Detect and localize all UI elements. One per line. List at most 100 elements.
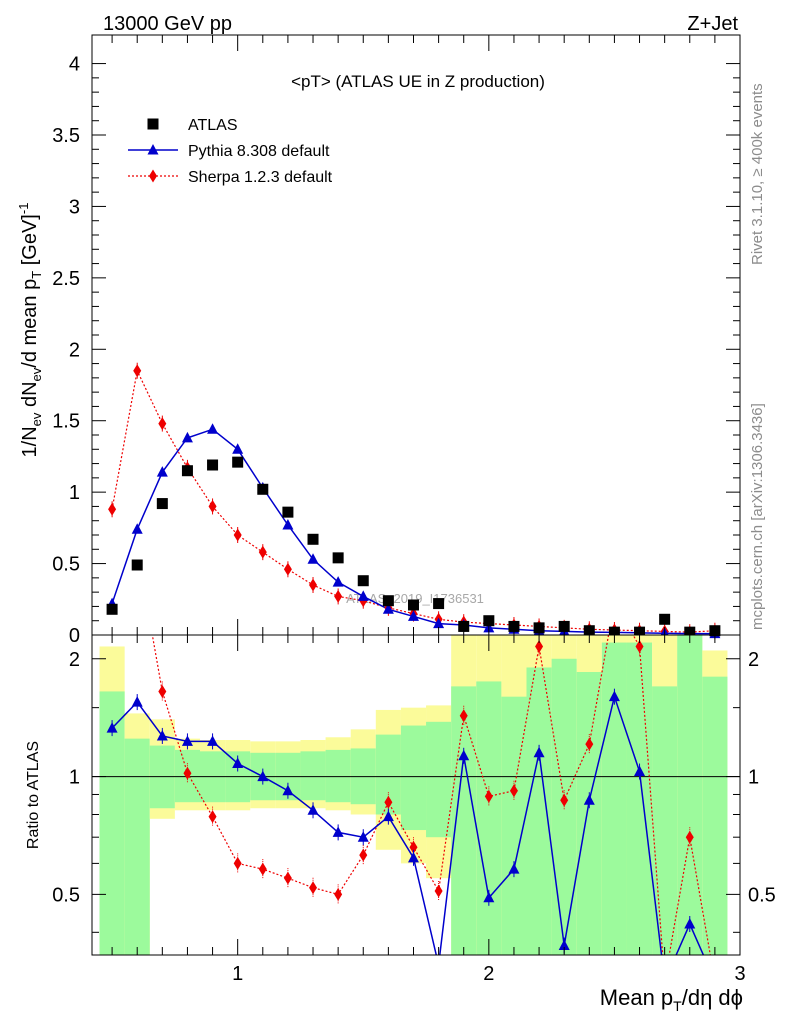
ratio-point-sherpa [560, 793, 569, 807]
atlas-point [156, 498, 168, 510]
atlas-point [659, 613, 671, 625]
atlas-point [307, 533, 319, 545]
header-right: Z+Jet [687, 13, 738, 35]
ratio-point-sherpa [309, 881, 318, 895]
pythia-point [357, 590, 369, 601]
atlas-point [106, 603, 118, 615]
y-tick-label-main: 4 [69, 54, 80, 76]
atlas-point [508, 620, 520, 632]
sherpa-point [208, 499, 217, 513]
y-axis-label-main: 1/Nev dNev/d mean pT [GeV]-1 [16, 203, 44, 458]
uncertainty-band-inner [426, 721, 452, 838]
uncertainty-band-inner [526, 667, 552, 955]
uncertainty-band-inner [476, 681, 502, 955]
side-text-bottom: mcplots.cern.ch [arXiv:1306.3436] [749, 403, 766, 630]
ratio-point-pythia [483, 891, 495, 903]
ratio-point-sherpa [409, 840, 418, 854]
ratio-plot-panel: 0.5 0.5 1 1 2 2 1 2 3 Ratio to ATLAS Mean pT/dη … [25, 634, 776, 1014]
legend-label: Sherpa 1.2.3 default [188, 169, 333, 186]
ratio-point-sherpa [208, 810, 217, 824]
y-tick-label-main: 2 [69, 339, 80, 361]
ratio-point-pythia [131, 696, 143, 707]
ratio-point-pythia [232, 757, 244, 768]
pythia-point [433, 617, 445, 629]
y-tick-label-ratio: 1 [69, 767, 80, 789]
ratio-point-pythia [307, 804, 319, 815]
ratio-point-sherpa [384, 795, 393, 809]
ratio-point-sherpa [585, 737, 594, 751]
ratio-point-pythia [508, 863, 520, 874]
x-axis-label: Mean pT/dη dϕ [600, 985, 743, 1014]
legend-marker-pythia [147, 144, 159, 155]
atlas-point [131, 559, 143, 571]
uncertainty-band-inner [124, 738, 150, 955]
main-plot-title: <pT> (ATLAS UE in Z production) [291, 72, 545, 91]
atlas-point [458, 620, 470, 632]
uncertainty-band-inner [400, 725, 427, 831]
ratio-point-pythia [608, 690, 620, 702]
ratio-point-sherpa [484, 789, 493, 803]
ratio-point-pythia [207, 735, 219, 746]
y-tick-label-ratio: 0.5 [52, 884, 80, 906]
sherpa-point [283, 562, 292, 576]
uncertainty-band-inner [300, 751, 326, 801]
atlas-point [181, 465, 193, 477]
x-tick-label: 3 [734, 963, 745, 985]
y-tick-label-main: 0 [69, 625, 80, 647]
ratio-point-pythia [156, 729, 168, 741]
side-text-top: Rivet 3.1.10, ≥ 400k events [749, 83, 766, 265]
atlas-point [332, 552, 344, 564]
atlas-point [407, 599, 419, 611]
ratio-point-sherpa [434, 884, 443, 898]
ratio-point-sherpa [258, 862, 267, 876]
uncertainty-band-inner [626, 642, 653, 955]
atlas-point [382, 595, 394, 607]
y-tick-label-ratio-right: 2 [748, 649, 759, 671]
uncertainty-band-inner [652, 686, 678, 955]
y-tick-label-main: 1 [69, 482, 80, 504]
ratio-point-sherpa [334, 887, 343, 901]
pythia-point [407, 610, 419, 621]
main-plot-panel: <pT> (ATLAS UE in Z production) ATLAS_20… [16, 34, 741, 647]
ratio-point-pythia [684, 918, 696, 929]
uncertainty-band-inner [576, 672, 602, 955]
sherpa-point [258, 545, 267, 559]
uncertainty-band-inner [702, 676, 728, 955]
uncertainty-band-inner [501, 696, 527, 955]
pythia-point [156, 466, 168, 477]
ratio-point-sherpa [183, 766, 192, 780]
y-tick-label-main: 3.5 [52, 125, 80, 147]
sherpa-point [133, 364, 142, 378]
uncertainty-band-inner [677, 635, 703, 955]
atlas-point [357, 575, 369, 587]
y-tick-label-ratio-right: 0.5 [748, 884, 776, 906]
pythia-point [332, 576, 344, 587]
ratio-point-pythia [583, 794, 595, 805]
pythia-point [282, 519, 294, 530]
legend-marker-atlas [147, 118, 159, 130]
ratio-point-sherpa [535, 639, 544, 653]
sherpa-point [233, 528, 242, 542]
uncertainty-band-inner [325, 749, 351, 803]
y-axis-label-ratio: Ratio to ATLAS [25, 741, 42, 849]
ratio-point-sherpa [158, 684, 167, 698]
x-tick-label: 1 [232, 963, 243, 985]
sherpa-point [334, 589, 343, 603]
atlas-point [257, 483, 269, 495]
atlas-point [207, 459, 219, 471]
y-tick-label-main: 0.5 [52, 554, 80, 576]
ratio-point-pythia [332, 826, 344, 837]
pythia-point [382, 603, 394, 614]
ratio-point-sherpa [635, 639, 644, 653]
pythia-point [307, 553, 319, 564]
ratio-point-pythia [257, 770, 269, 782]
sherpa-point [309, 578, 318, 592]
ratio-point-pythia [407, 851, 419, 863]
y-tick-label-ratio-right: 1 [748, 767, 759, 789]
y-tick-label-main: 1.5 [52, 411, 80, 433]
ratio-point-sherpa [359, 848, 368, 862]
ratio-plot-frame [91, 634, 741, 956]
ratio-point-pythia [282, 784, 294, 796]
legend: ATLAS Pythia 8.308 default Sherpa 1.2.3 de… [128, 117, 333, 186]
